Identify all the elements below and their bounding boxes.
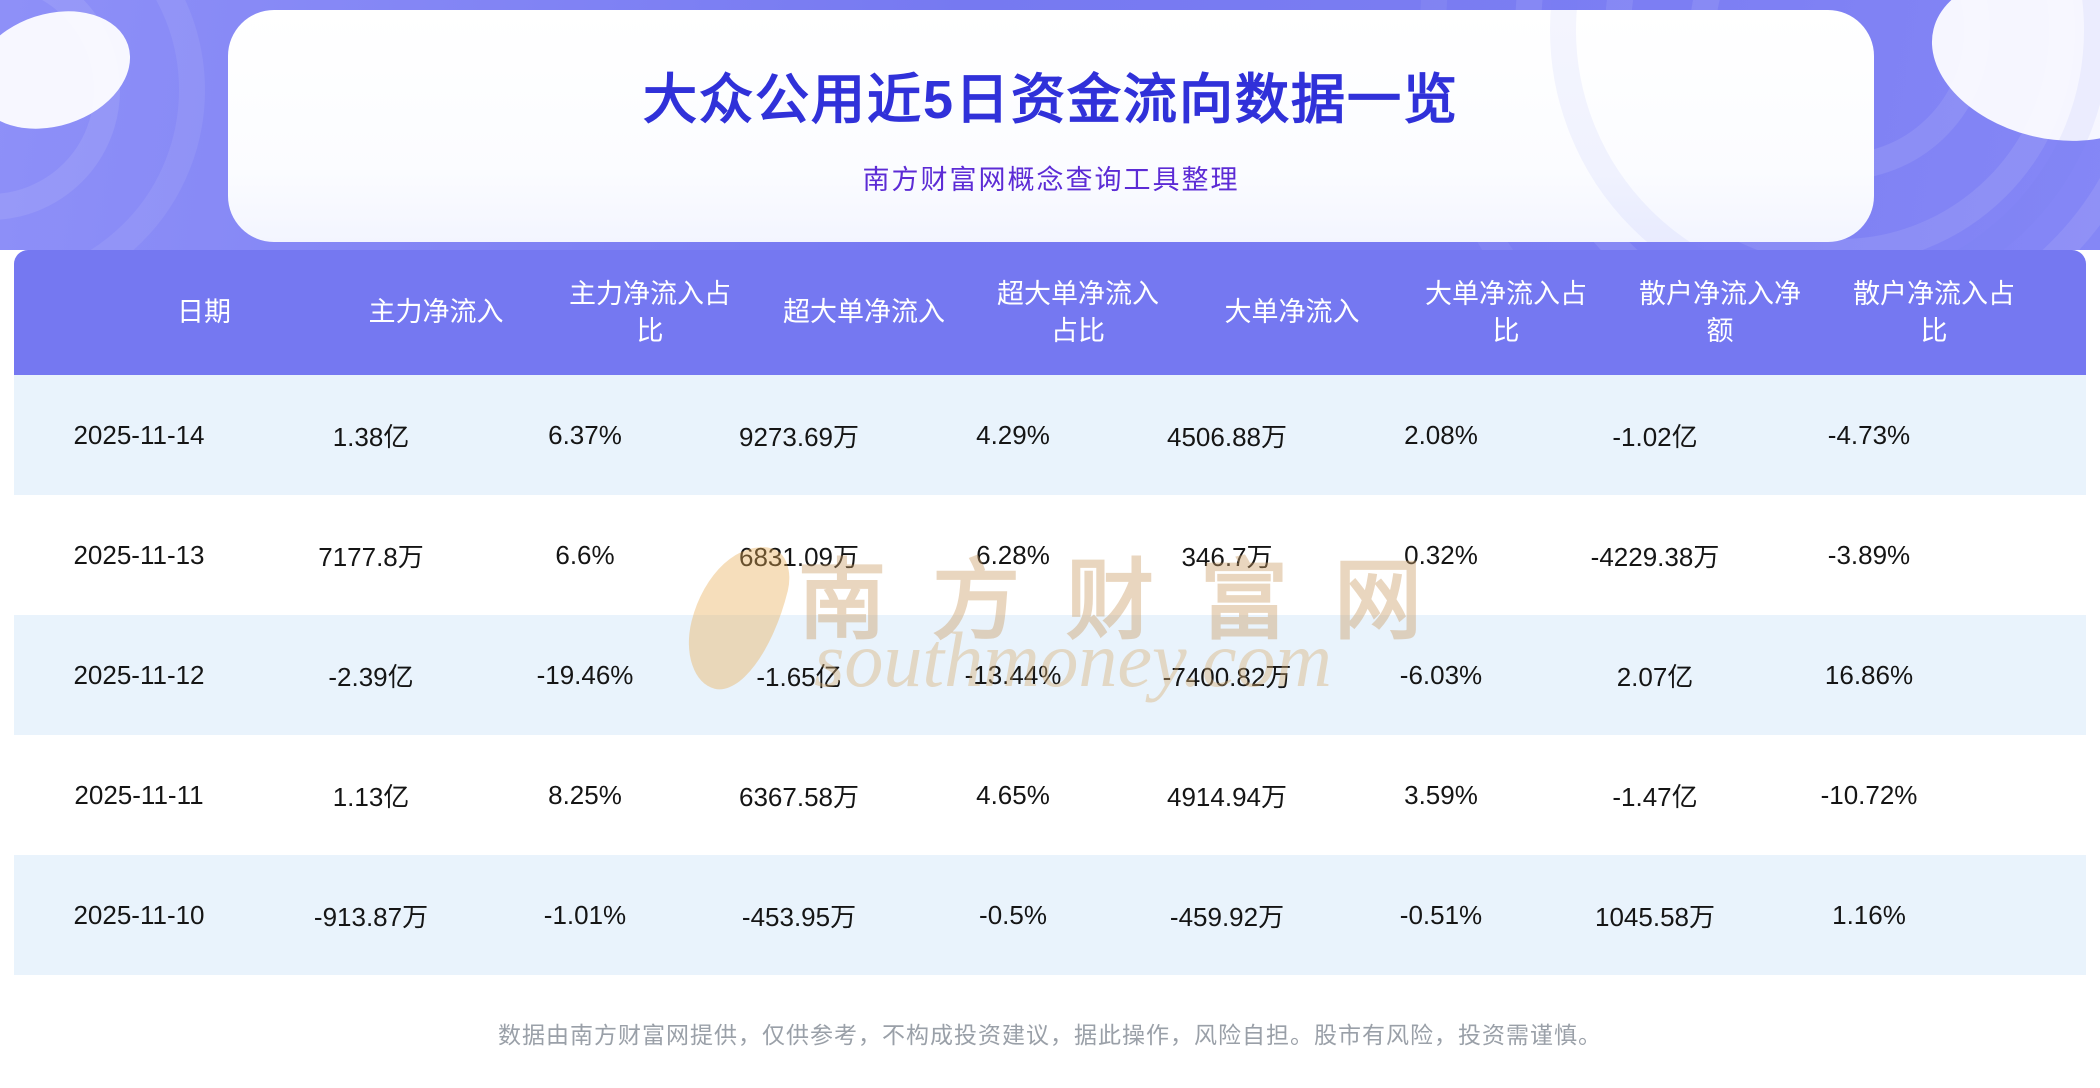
ring-decoration [1550, 0, 2100, 250]
table-cell: -6.03% [1399, 659, 1483, 690]
column-header: 大单净流入占比 [1425, 279, 1587, 346]
table-cell: -913.87万 [313, 901, 429, 932]
table-cell: 7177.8万 [318, 541, 424, 572]
table-cell: 8.25% [548, 779, 622, 810]
table-cell: -459.92万 [1169, 901, 1285, 932]
table-cell: -0.51% [1399, 899, 1483, 930]
table-cell: -7400.82万 [1162, 661, 1292, 692]
table-cell: -3.89% [1827, 539, 1911, 570]
table-cell: 1.16% [1832, 899, 1906, 930]
table-cell-date: 2025-11-13 [73, 539, 205, 570]
table-cell: 2.07亿 [1616, 661, 1694, 692]
table-cell: 6.6% [555, 539, 615, 570]
table-cell: -19.46% [536, 659, 634, 690]
page-subtitle: 南方财富网概念查询工具整理 [862, 165, 1240, 195]
footer-disclaimer: 数据由南方财富网提供，仅供参考，不构成投资建议，据此操作，风险自担。股市有风险，… [498, 1022, 1602, 1048]
data-table: 日期 主力净流入 主力净流入占比 超大单净流入 超大单净流入占比 大单净流入 大… [14, 250, 2086, 975]
table-cell: 3.59% [1404, 779, 1478, 810]
table-cell: 6367.58万 [739, 781, 859, 812]
table-cell: 2.08% [1404, 419, 1478, 450]
table-cell: 1.13亿 [332, 781, 410, 812]
table-row: 2025-11-11 1.13亿 8.25% 6367.58万 4.65% 49… [14, 735, 2086, 855]
table-row: 2025-11-12 -2.39亿 -19.46% -1.65亿 -13.44%… [14, 615, 2086, 735]
table-cell: -1.47亿 [1612, 781, 1698, 812]
table-cell: 1045.58万 [1595, 901, 1715, 932]
table-header: 日期 主力净流入 主力净流入占比 超大单净流入 超大单净流入占比 大单净流入 大… [14, 250, 2086, 375]
table-row: 2025-11-13 7177.8万 6.6% 6831.09万 6.28% 3… [14, 495, 2086, 615]
table-cell: 9273.69万 [739, 421, 859, 452]
table-row: 2025-11-14 1.38亿 6.37% 9273.69万 4.29% 45… [14, 375, 2086, 495]
table-cell: 6.28% [976, 539, 1050, 570]
column-header: 主力净流入 [368, 297, 504, 328]
column-header: 超大单净流入占比 [997, 279, 1159, 346]
table-cell: -10.72% [1820, 779, 1918, 810]
table-cell: 1.38亿 [332, 421, 410, 452]
banner: 大众公用近5日资金流向数据一览 南方财富网概念查询工具整理 [0, 0, 2100, 250]
table-cell: 16.86% [1824, 659, 1914, 690]
table-cell: 4.65% [976, 779, 1050, 810]
table-cell-date: 2025-11-14 [73, 419, 205, 450]
column-header: 散户净流入占比 [1853, 279, 2015, 346]
column-header: 超大单净流入 [783, 297, 945, 328]
table-cell: -2.39亿 [328, 661, 414, 692]
table-cell: 4914.94万 [1167, 781, 1287, 812]
table-cell: -13.44% [964, 659, 1062, 690]
column-header-date: 日期 [177, 297, 231, 328]
column-header: 大单净流入 [1224, 297, 1360, 328]
table-cell-date: 2025-11-11 [74, 779, 204, 810]
page-title: 大众公用近5日资金流向数据一览 [642, 70, 1460, 130]
table-cell: 6.37% [548, 419, 622, 450]
table-cell: -4229.38万 [1590, 541, 1720, 572]
table-row: 2025-11-10 -913.87万 -1.01% -453.95万 -0.5… [14, 855, 2086, 975]
table-cell: -1.02亿 [1612, 421, 1698, 452]
table-cell: 4.29% [976, 419, 1050, 450]
table-cell: 6831.09万 [739, 541, 859, 572]
table-cell-date: 2025-11-12 [73, 659, 205, 690]
table-cell: 346.7万 [1181, 541, 1273, 572]
table-cell: 4506.88万 [1167, 421, 1287, 452]
table-cell: -4.73% [1827, 419, 1911, 450]
table-cell: -0.5% [979, 899, 1047, 930]
table-cell: -1.65亿 [756, 661, 842, 692]
table-cell: -1.01% [543, 899, 627, 930]
table-cell-date: 2025-11-10 [73, 899, 205, 930]
table-cell: -453.95万 [741, 901, 857, 932]
column-header: 主力净流入占比 [569, 279, 731, 346]
column-header: 散户净流入净额 [1639, 279, 1801, 346]
table-cell: 0.32% [1404, 539, 1478, 570]
